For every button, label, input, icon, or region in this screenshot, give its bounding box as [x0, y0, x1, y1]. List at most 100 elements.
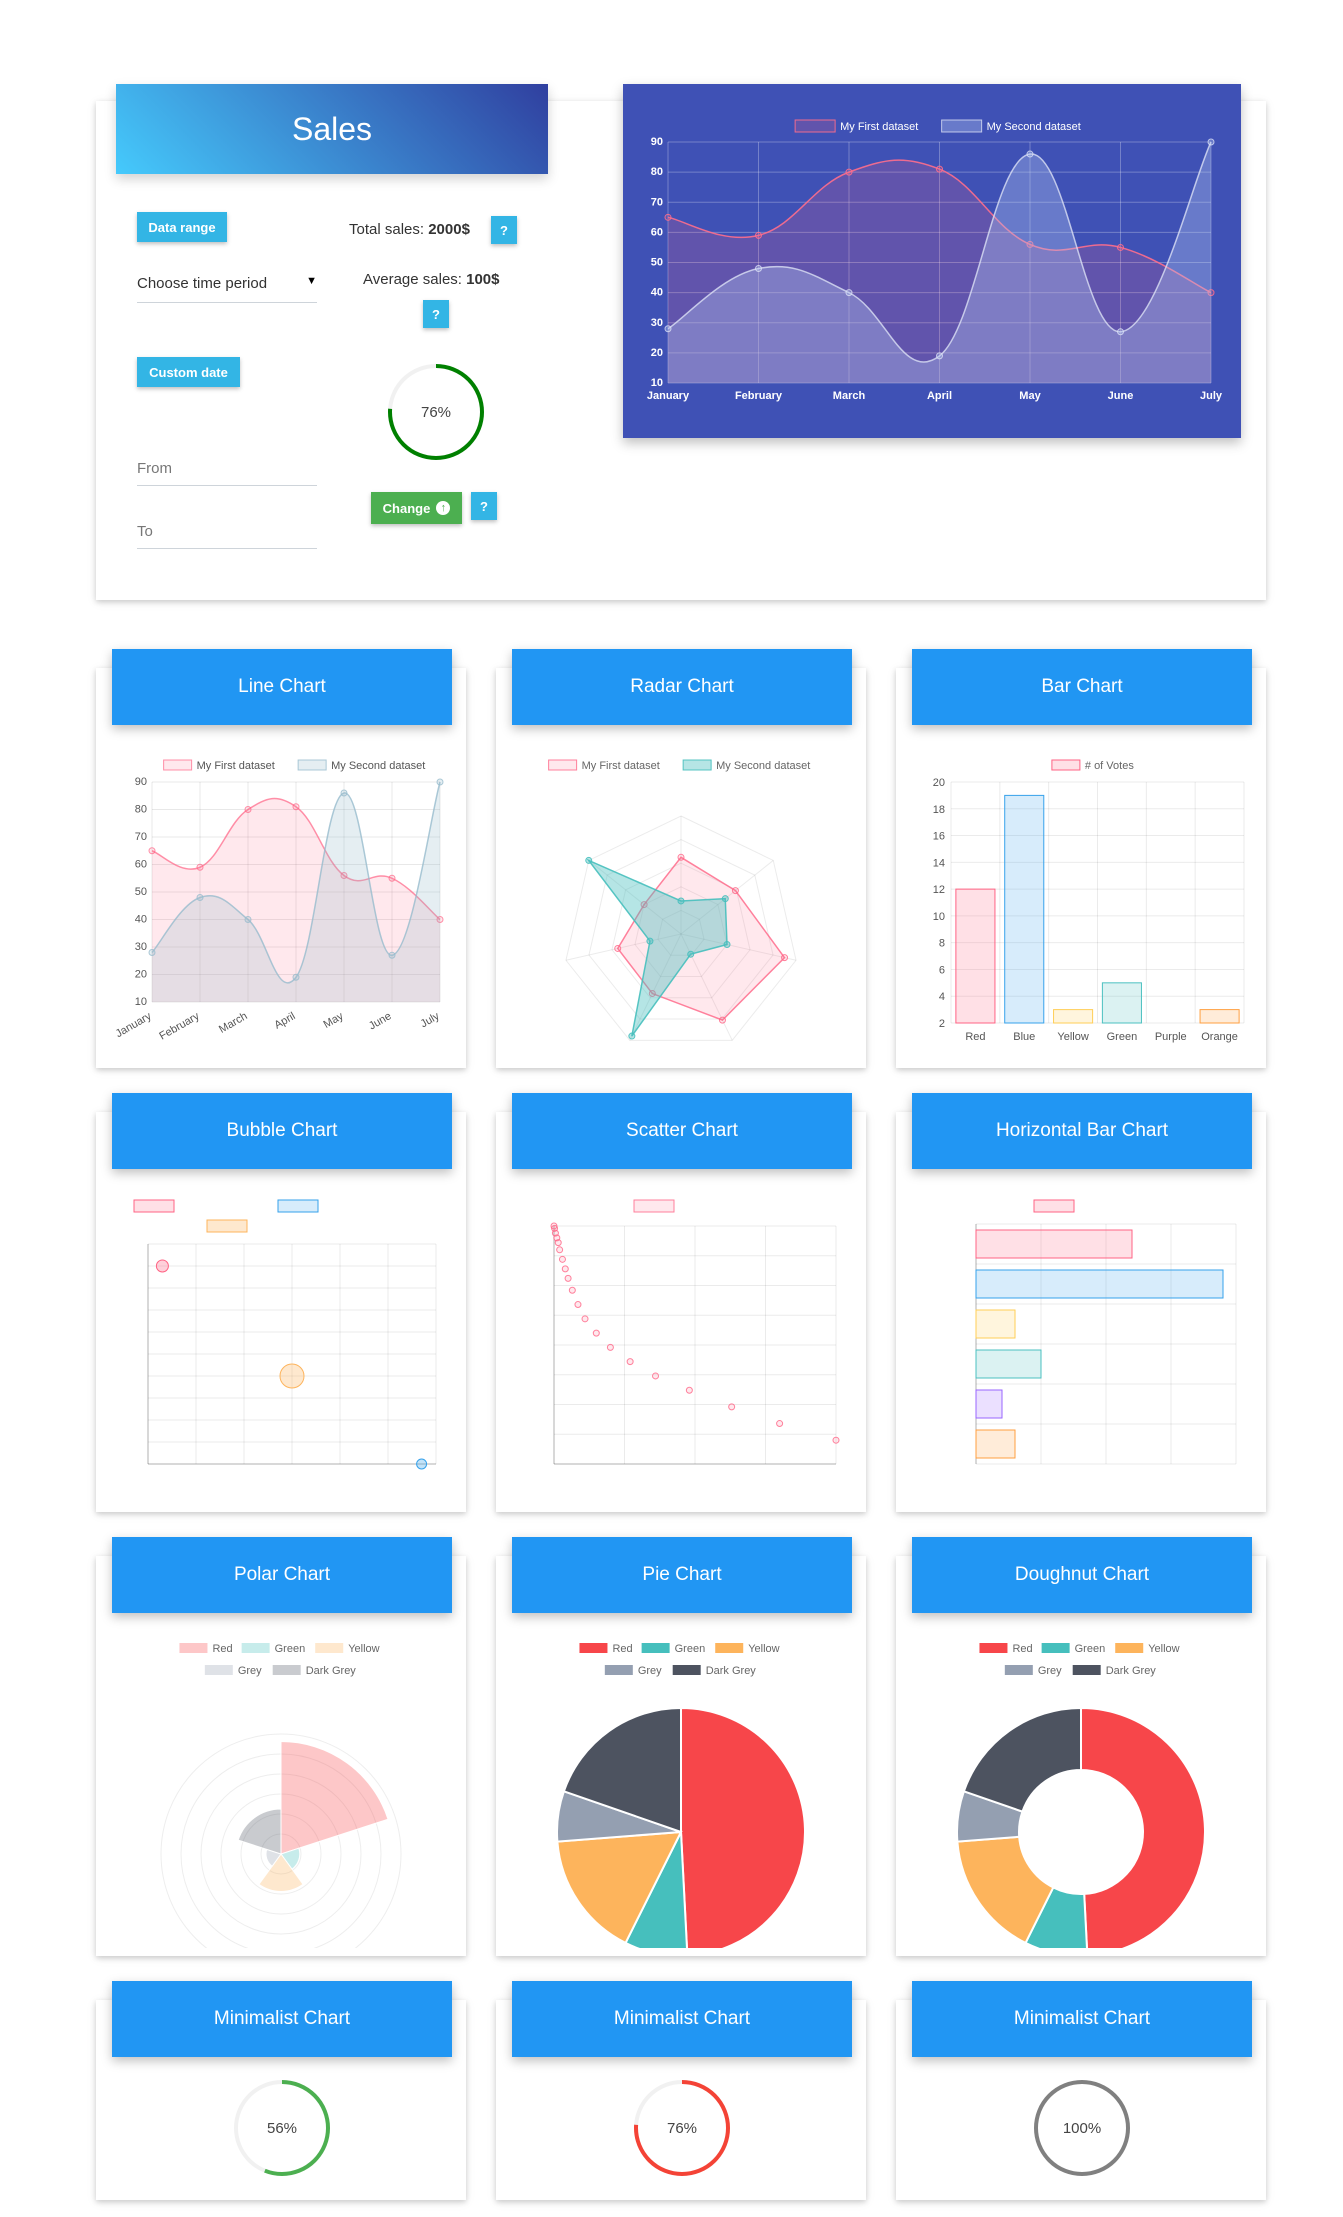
bar-chart-header: Bar Chart: [912, 649, 1252, 725]
y-tick-label: 80: [651, 166, 663, 178]
x-tick-label: Yellow: [1057, 1031, 1088, 1043]
hbar: [975, 1269, 1224, 1299]
scatter-point: [558, 1255, 566, 1263]
ring-progress: [634, 2080, 730, 2176]
legend-swatch: [979, 1643, 1008, 1653]
scatter-point: [652, 1372, 660, 1380]
data-point: [244, 916, 252, 923]
radar-series: [586, 858, 728, 1037]
bar-chart: 2 4 6 8 10 12 14 16 18 20 Red Blue Yellow Green Purple…: [933, 759, 1245, 1043]
ring-progress: [1034, 2080, 1130, 2176]
bubble: [155, 1259, 169, 1273]
legend-label: Green: [275, 1643, 306, 1655]
legend-swatch: [1004, 1665, 1033, 1675]
legend-label: Red: [1012, 1643, 1032, 1655]
legend-swatch: [641, 1643, 670, 1653]
radar-grid: [588, 839, 774, 1020]
time-period-select[interactable]: Choose time period ▼: [137, 275, 317, 303]
doughnut-chart: Red Green Yellow Grey Dark Grey: [956, 1643, 1206, 1948]
legend-swatch: [241, 1643, 270, 1653]
y-tick-label: 4: [939, 991, 945, 1003]
legend-swatch: [941, 119, 983, 133]
data-point: [340, 872, 348, 879]
x-tick-label: January: [647, 390, 690, 402]
hbar: [975, 1349, 1042, 1379]
legend-swatch: [579, 1643, 608, 1653]
radar-chart-card: [496, 668, 866, 1068]
line-chart-header: Line Chart: [112, 649, 452, 725]
data-point: [640, 901, 648, 909]
y-tick-label: 12: [933, 884, 945, 896]
x-tick-label: July: [419, 1010, 442, 1030]
y-tick-label: 50: [651, 257, 663, 269]
y-tick-label: 20: [135, 969, 147, 981]
average-sales: Average sales: 100$: [363, 271, 500, 288]
polar-segment: [258, 1853, 304, 1892]
bar: [1004, 794, 1045, 1024]
data-point: [687, 950, 695, 958]
ring-percent-text: 56%: [267, 2120, 297, 2137]
from-date-input[interactable]: From: [137, 460, 317, 486]
data-point: [244, 806, 252, 813]
legend-swatch: [206, 1219, 248, 1233]
to-date-input[interactable]: To: [137, 523, 317, 549]
legend-swatch: [1072, 1665, 1101, 1675]
data-point: [731, 887, 739, 895]
x-tick-label: Blue: [1013, 1031, 1035, 1043]
y-tick-label: 40: [135, 914, 147, 926]
legend-swatch: [548, 759, 578, 771]
legend-label: My Second dataset: [331, 760, 425, 772]
data-point: [388, 951, 396, 959]
total-help-button[interactable]: ?: [491, 216, 517, 244]
legend-swatch: [1041, 1643, 1070, 1653]
average-help-button[interactable]: ?: [423, 300, 449, 328]
data-point: [1026, 150, 1034, 158]
sales-chart: 10 20 30 40 50 60 70 80 90 January February March Ap…: [647, 119, 1223, 402]
sales-title: Sales: [291, 110, 373, 147]
radar-grid: [657, 909, 705, 956]
y-tick-label: 20: [933, 777, 945, 789]
legend-swatch: [277, 1199, 319, 1213]
scatter-chart-card: [496, 1112, 866, 1512]
data-point: [755, 265, 762, 273]
y-tick-label: 10: [651, 377, 663, 389]
custom-date-button[interactable]: Custom date: [137, 357, 240, 387]
hbar: [975, 1309, 1016, 1339]
data-point: [585, 856, 593, 864]
data-point: [718, 1016, 726, 1024]
data-point: [936, 165, 943, 173]
x-tick-label: Green: [1107, 1031, 1138, 1043]
y-tick-label: 8: [939, 938, 945, 950]
change-button[interactable]: Change ↑: [371, 492, 462, 524]
x-tick-label: April: [927, 390, 952, 402]
bar: [1199, 1009, 1240, 1024]
data-point: [388, 874, 396, 882]
polar-segment: [280, 1740, 389, 1855]
legend-swatch: [672, 1665, 701, 1675]
y-tick-label: 70: [135, 831, 147, 843]
data-range-button[interactable]: Data range: [137, 212, 227, 242]
legend-swatch: [133, 1199, 175, 1213]
legend-swatch: [794, 119, 836, 133]
scatter-point: [581, 1315, 589, 1323]
hbar: [975, 1429, 1016, 1459]
y-tick-label: 50: [135, 886, 147, 898]
average-sales-label: Average sales:: [363, 271, 467, 288]
hbar-chart: [975, 1199, 1237, 1465]
bubble-chart-card: [96, 1112, 466, 1512]
legend-label: Green: [1075, 1643, 1106, 1655]
pie-slice: [680, 1706, 806, 1948]
y-tick-label: 18: [933, 804, 945, 816]
data-point: [845, 168, 853, 176]
change-help-button[interactable]: ?: [471, 492, 497, 520]
radar-grid: [634, 886, 728, 978]
pie-slice: [962, 1706, 1082, 1813]
total-sales-label: Total sales:: [349, 221, 429, 238]
line-chart: 10 20 30 40 50 60 70 80 90 January February March Ap…: [114, 759, 444, 1043]
legend-label: Yellow: [1148, 1643, 1179, 1655]
x-tick-label: Orange: [1201, 1031, 1238, 1043]
ring-percent-text: 100%: [1063, 2120, 1101, 2137]
data-point: [148, 847, 156, 855]
y-tick-label: 60: [135, 859, 147, 871]
total-sales: Total sales: 2000$: [349, 221, 470, 238]
